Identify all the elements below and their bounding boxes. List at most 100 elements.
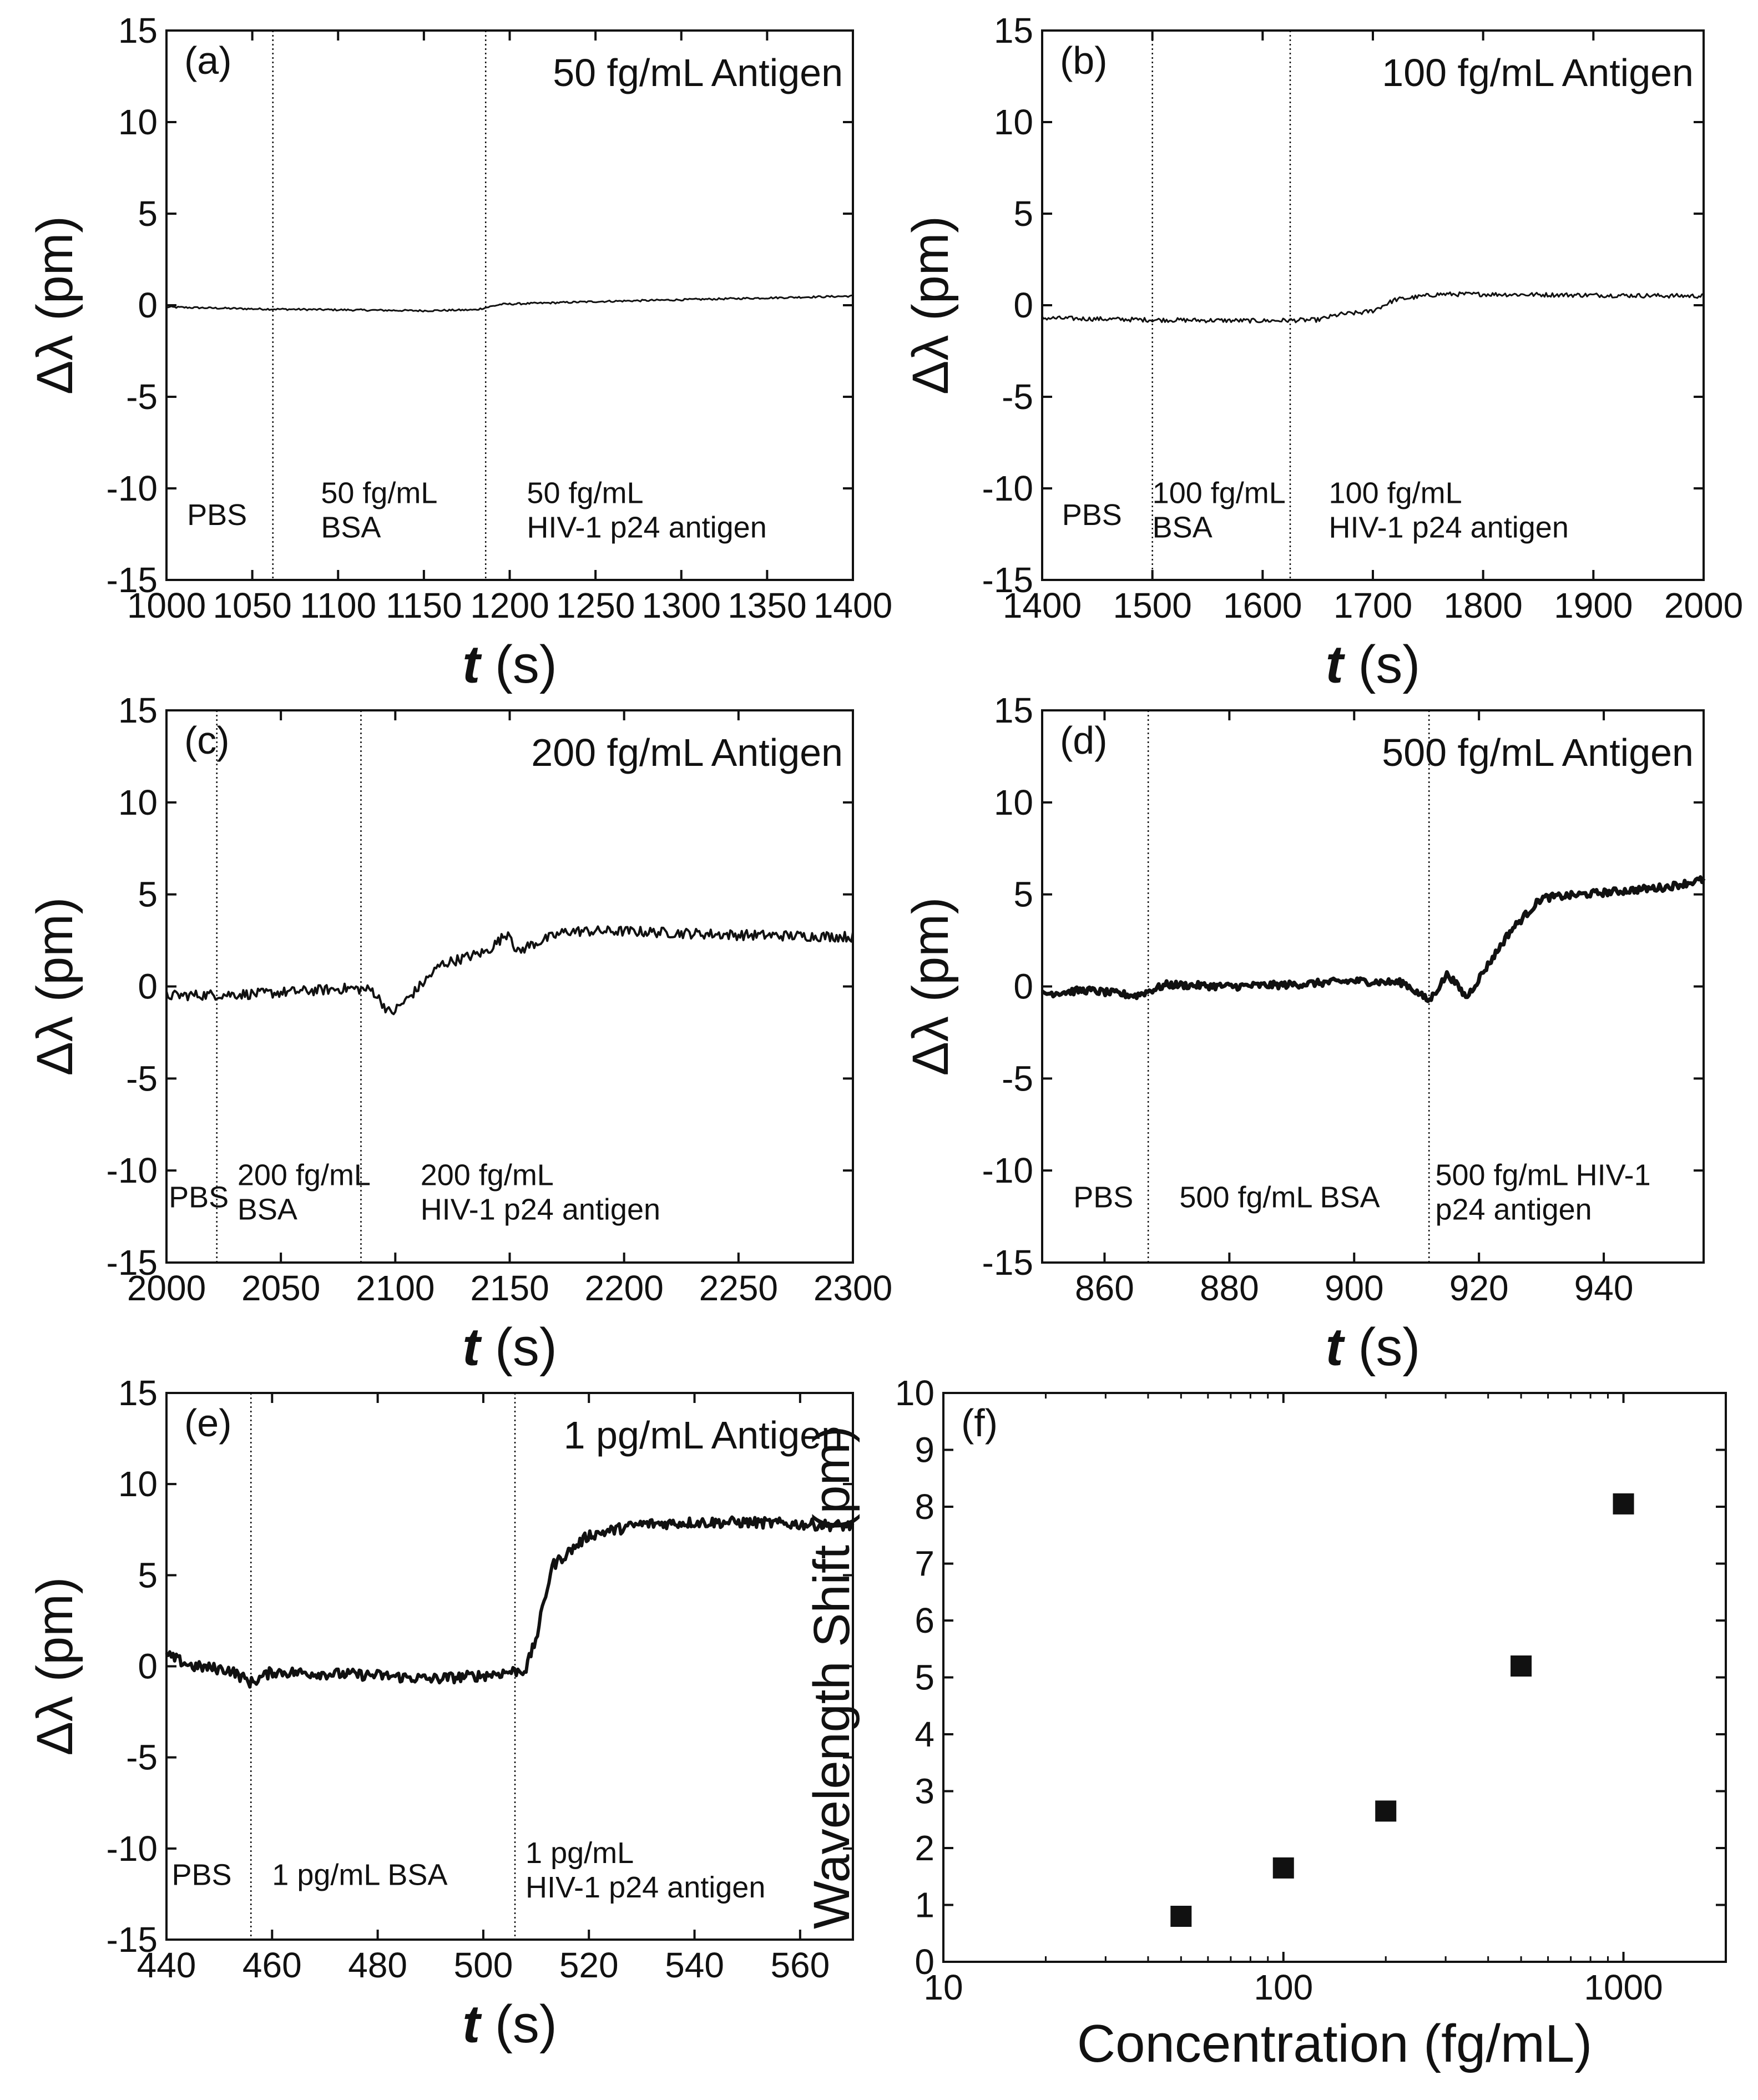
x-tick-label: 880	[1200, 1268, 1259, 1308]
phase-annotation: BSA	[321, 511, 381, 544]
x-axis-label-unit: (s)	[480, 635, 557, 694]
x-tick-label: 1150	[386, 585, 462, 625]
x-tick-label: 480	[348, 1945, 407, 1985]
x-tick-label: 2100	[356, 1268, 435, 1308]
x-axis-label-var: t	[462, 1995, 482, 2054]
phase-annotation: 100 fg/mL	[1153, 476, 1286, 509]
panel-label: (f)	[961, 1401, 998, 1445]
y-tick-label: -15	[107, 560, 158, 600]
y-tick-label: 15	[118, 1373, 158, 1413]
phase-annotation: PBS	[169, 1181, 229, 1214]
y-tick-label: -10	[107, 1150, 158, 1190]
y-tick-label: 0	[138, 1647, 158, 1687]
phase-annotation: HIV-1 p24 antigen	[1329, 511, 1569, 544]
data-point	[1170, 1906, 1192, 1927]
x-tick-label: 100	[1254, 1967, 1313, 2007]
x-tick-label: 1100	[300, 585, 376, 625]
y-tick-label: -10	[107, 468, 158, 508]
data-point	[1511, 1655, 1532, 1677]
y-tick-label: 9	[915, 1430, 934, 1470]
phase-annotation: PBS	[187, 498, 247, 532]
phase-annotation: 1 pg/mL	[526, 1836, 634, 1870]
y-tick-label: 0	[1013, 967, 1033, 1007]
y-tick-label: 15	[994, 11, 1033, 51]
y-tick-label: 10	[118, 1464, 158, 1504]
phase-annotation: p24 antigen	[1435, 1193, 1592, 1226]
panel-label: (c)	[184, 719, 230, 762]
y-tick-label: 10	[994, 102, 1033, 142]
phase-annotation: HIV-1 p24 antigen	[527, 511, 766, 544]
x-tick-label: 1050	[213, 585, 291, 625]
x-axis-label: t (s)	[462, 1317, 557, 1377]
panel-label: (d)	[1060, 719, 1108, 762]
x-tick-label: 1600	[1223, 585, 1302, 625]
panel-e: -15 -10 -5 0 5 10 15 440 460 480 500 520 540 560 Δλ (p…	[27, 1373, 855, 2054]
series-line	[1040, 875, 1706, 1003]
x-tick-label: 1350	[728, 585, 806, 625]
x-axis-label: t (s)	[462, 635, 557, 694]
x-tick-label: 860	[1075, 1268, 1134, 1308]
data-point	[1375, 1800, 1397, 1822]
plot-frame	[942, 1392, 1727, 1963]
x-tick-label: 1000	[127, 585, 206, 625]
y-axis-label: Δλ (pm)	[27, 897, 83, 1076]
x-tick-label: 2300	[814, 1268, 892, 1308]
x-tick-label: 1700	[1333, 585, 1412, 625]
y-tick-label: 10	[994, 783, 1033, 822]
y-tick-label: 0	[915, 1942, 934, 1982]
x-tick-label: 1900	[1554, 585, 1633, 625]
y-tick-label: 15	[118, 690, 158, 730]
series-line	[1041, 291, 1704, 324]
data-point	[1613, 1493, 1634, 1515]
y-tick-label: -5	[1002, 1058, 1033, 1098]
series-line	[166, 294, 853, 312]
x-axis-label-var: t	[462, 1317, 482, 1377]
x-tick-label: 900	[1325, 1268, 1384, 1308]
x-axis-label: t (s)	[1326, 635, 1421, 694]
y-tick-label: 15	[118, 11, 158, 51]
y-tick-label: 4	[915, 1714, 934, 1754]
y-tick-label: 15	[994, 690, 1033, 730]
x-tick-label: 1400	[814, 585, 892, 625]
panel-d: -15 -10 -5 0 5 10 15 860 880 900 920 940 Δλ (pm) t (s…	[902, 690, 1706, 1377]
series-line	[165, 1515, 855, 1689]
panel-title: 50 fg/mL Antigen	[553, 51, 843, 94]
x-tick-label: 2050	[241, 1268, 320, 1308]
y-tick-label: 1	[915, 1885, 934, 1925]
phase-annotation: HIV-1 p24 antigen	[526, 1871, 765, 1904]
y-tick-label: 6	[915, 1601, 934, 1640]
y-tick-label: -15	[982, 560, 1034, 600]
y-axis-label: Δλ (pm)	[902, 897, 959, 1076]
x-axis-label-unit: (s)	[1343, 635, 1421, 694]
series-line	[165, 925, 854, 1016]
y-tick-label: 10	[118, 102, 158, 142]
panel-title: 500 fg/mL Antigen	[1382, 731, 1694, 774]
phase-annotation: PBS	[172, 1859, 232, 1892]
y-tick-label: -5	[126, 1738, 158, 1778]
y-tick-label: 10	[118, 783, 158, 822]
x-tick-label: 10	[923, 1967, 963, 2007]
x-tick-label: 1500	[1113, 585, 1191, 625]
phase-annotation: 50 fg/mL	[527, 476, 643, 509]
panel-label: (a)	[184, 39, 232, 82]
x-axis-label-var: t	[462, 635, 482, 694]
y-tick-label: 5	[1013, 875, 1033, 915]
phase-annotation: 500 fg/mL HIV-1	[1435, 1159, 1650, 1192]
y-tick-label: 2	[915, 1828, 934, 1868]
y-axis-label: Δλ (pm)	[27, 216, 83, 395]
phase-annotation: 1 pg/mL BSA	[272, 1859, 447, 1892]
x-tick-label: 940	[1574, 1268, 1634, 1308]
x-tick-label: 1200	[470, 585, 549, 625]
panel-c: -15 -10 -5 0 5 10 15 2000 2050 2100 2150 2200 2250 23…	[27, 690, 892, 1377]
phase-annotation: BSA	[238, 1193, 297, 1226]
y-tick-label: 3	[915, 1771, 934, 1811]
x-tick-label: 1000	[1584, 1967, 1663, 2007]
y-tick-label: 8	[915, 1487, 934, 1527]
panel-b: -15 -10 -5 0 5 10 15 1400 1500 1600 1700 1800 1900 20…	[902, 11, 1743, 694]
y-tick-label: -10	[107, 1829, 158, 1869]
phase-annotation: 50 fg/mL	[321, 476, 437, 509]
y-tick-label: -5	[126, 377, 158, 417]
panel-title: 200 fg/mL Antigen	[531, 731, 843, 774]
y-tick-label: -15	[982, 1243, 1034, 1283]
y-tick-label: -10	[982, 1150, 1034, 1190]
